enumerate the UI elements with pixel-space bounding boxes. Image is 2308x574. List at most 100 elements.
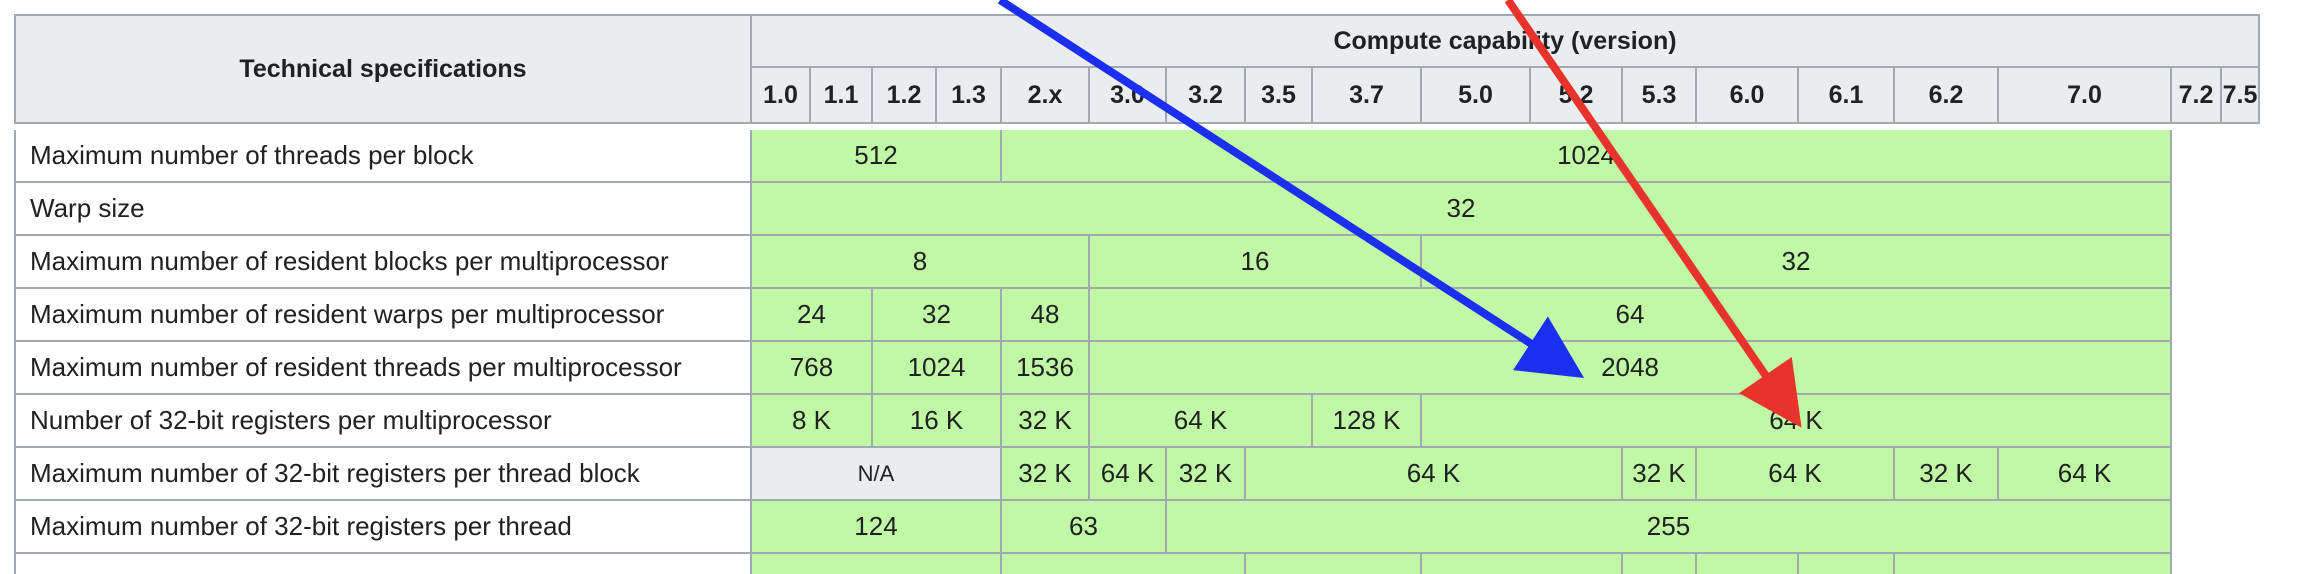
value-cell-text: 64 xyxy=(1615,299,1645,329)
value-cell-partial xyxy=(1895,554,2172,574)
value-cell: N/A xyxy=(752,448,1002,501)
row-label-text: Maximum number of resident threads per m… xyxy=(30,352,682,382)
row-label: Warp size xyxy=(14,183,752,236)
row-label-text: Warp size xyxy=(30,193,145,223)
value-cell: 255 xyxy=(1167,501,2172,554)
value-cell: 48 xyxy=(1002,289,1090,342)
version-header-3-2: 3.2 xyxy=(1167,68,1246,124)
value-cell: 2048 xyxy=(1090,342,2172,395)
value-cell-text: 2048 xyxy=(1601,352,1659,382)
row-label: Maximum number of 32-bit registers per t… xyxy=(14,448,752,501)
version-header-2-x: 2.x xyxy=(1002,68,1090,124)
value-cell-partial xyxy=(1697,554,1799,574)
value-cell-text: 64 K xyxy=(1173,405,1228,435)
value-cell-partial xyxy=(1246,554,1422,574)
version-header-7-0-text: 7.0 xyxy=(2067,80,2102,109)
value-cell: 32 xyxy=(873,289,1002,342)
version-header-3-0: 3.0 xyxy=(1090,68,1167,124)
version-header-1-1-text: 1.1 xyxy=(823,80,859,109)
version-header-5-3: 5.3 xyxy=(1623,68,1697,124)
value-cell-text: 32 K xyxy=(1018,458,1072,488)
row-label-text: Maximum number of threads per block xyxy=(30,140,474,170)
value-cell-text: 64 K xyxy=(2057,458,2112,488)
value-cell: 1024 xyxy=(1002,130,2172,183)
version-header-5-0: 5.0 xyxy=(1422,68,1531,124)
value-cell-text: 64 K xyxy=(1768,458,1822,488)
value-cell-text: 16 K xyxy=(909,405,964,435)
value-cell-text: 32 K xyxy=(1018,405,1072,435)
version-header-1-3: 1.3 xyxy=(937,68,1002,124)
value-cell: 1536 xyxy=(1002,342,1090,395)
version-header-6-0-text: 6.0 xyxy=(1729,80,1765,109)
value-cell: 24 xyxy=(752,289,873,342)
version-header-3-7-text: 3.7 xyxy=(1349,80,1384,109)
version-header-5-2: 5.2 xyxy=(1531,68,1623,124)
version-header-5-3-text: 5.3 xyxy=(1641,80,1677,109)
value-cell-text: 64 K xyxy=(1406,458,1461,488)
row-label: Maximum number of resident threads per m… xyxy=(14,342,752,395)
value-cell: 32 K xyxy=(1895,448,1999,501)
row-label: Maximum number of threads per block xyxy=(14,130,752,183)
compute-capability-header: Compute capability (version) xyxy=(752,14,2260,68)
compute-capability-header-text: Compute capability (version) xyxy=(1333,26,1677,55)
value-cell-text: 32 K xyxy=(1178,458,1233,488)
value-cell: 64 K xyxy=(1090,395,1313,448)
value-cell-partial xyxy=(1623,554,1697,574)
value-cell: 16 xyxy=(1090,236,1422,289)
value-cell-partial xyxy=(1799,554,1895,574)
version-header-2-x-text: 2.x xyxy=(1027,80,1063,109)
value-cell: 64 K xyxy=(1697,448,1895,501)
version-header-5-0-text: 5.0 xyxy=(1458,80,1493,109)
value-cell-text: 255 xyxy=(1646,511,1691,541)
version-header-3-7: 3.7 xyxy=(1313,68,1422,124)
value-cell: 32 K xyxy=(1002,395,1090,448)
value-cell: 64 K xyxy=(1090,448,1167,501)
value-cell: 16 K xyxy=(873,395,1002,448)
value-cell-text: 32 xyxy=(922,299,951,329)
version-header-1-1: 1.1 xyxy=(811,68,873,124)
value-cell-text: 1024 xyxy=(1557,140,1615,170)
value-cell: 64 K xyxy=(1422,395,2172,448)
value-cell: 32 K xyxy=(1623,448,1697,501)
version-header-7-2-text: 7.2 xyxy=(2178,80,2214,109)
version-header-7-5-text: 7.5 xyxy=(2222,80,2258,109)
value-cell: 64 K xyxy=(1999,448,2172,501)
value-cell-text: 8 K xyxy=(791,405,832,435)
version-header-3-2-text: 3.2 xyxy=(1188,80,1223,109)
value-cell-partial xyxy=(1002,554,1246,574)
version-header-1-0-text: 1.0 xyxy=(763,80,798,109)
value-cell-text: 16 xyxy=(1240,246,1270,276)
value-cell-text: 32 xyxy=(1446,193,1476,223)
value-cell-text: 1024 xyxy=(907,352,966,382)
value-cell-text: 32 K xyxy=(1632,458,1686,488)
version-header-7-0: 7.0 xyxy=(1999,68,2172,124)
version-header-7-2: 7.2 xyxy=(2172,68,2222,124)
value-cell: 32 xyxy=(1422,236,2172,289)
value-cell: 63 xyxy=(1002,501,1167,554)
value-cell: 64 K xyxy=(1246,448,1623,501)
row-label: Maximum number of resident warps per mul… xyxy=(14,289,752,342)
value-cell: 32 K xyxy=(1167,448,1246,501)
row-label-text: Maximum number of resident warps per mul… xyxy=(30,299,665,329)
version-header-1-2-text: 1.2 xyxy=(886,80,922,109)
version-header-6-1-text: 6.1 xyxy=(1828,80,1864,109)
row-label: Maximum number of 32-bit registers per t… xyxy=(14,501,752,554)
value-cell: 64 xyxy=(1090,289,2172,342)
version-header-3-5: 3.5 xyxy=(1246,68,1313,124)
row-label-text: Number of 32-bit registers per multiproc… xyxy=(30,405,552,435)
value-cell: 768 xyxy=(752,342,873,395)
value-cell-text: 32 xyxy=(1781,246,1811,276)
value-cell: 128 K xyxy=(1313,395,1422,448)
version-header-5-2-text: 5.2 xyxy=(1558,80,1594,109)
version-header-3-5-text: 3.5 xyxy=(1261,80,1296,109)
version-header-6-2: 6.2 xyxy=(1895,68,1999,124)
version-header-3-0-text: 3.0 xyxy=(1110,80,1145,109)
version-header-1-3-text: 1.3 xyxy=(951,80,986,109)
version-header-6-1: 6.1 xyxy=(1799,68,1895,124)
value-cell: 1024 xyxy=(873,342,1002,395)
value-cell-text: N/A xyxy=(857,460,895,486)
value-cell-partial xyxy=(752,554,1002,574)
value-cell-text: 768 xyxy=(789,352,834,382)
value-cell-text: 48 xyxy=(1030,299,1060,329)
